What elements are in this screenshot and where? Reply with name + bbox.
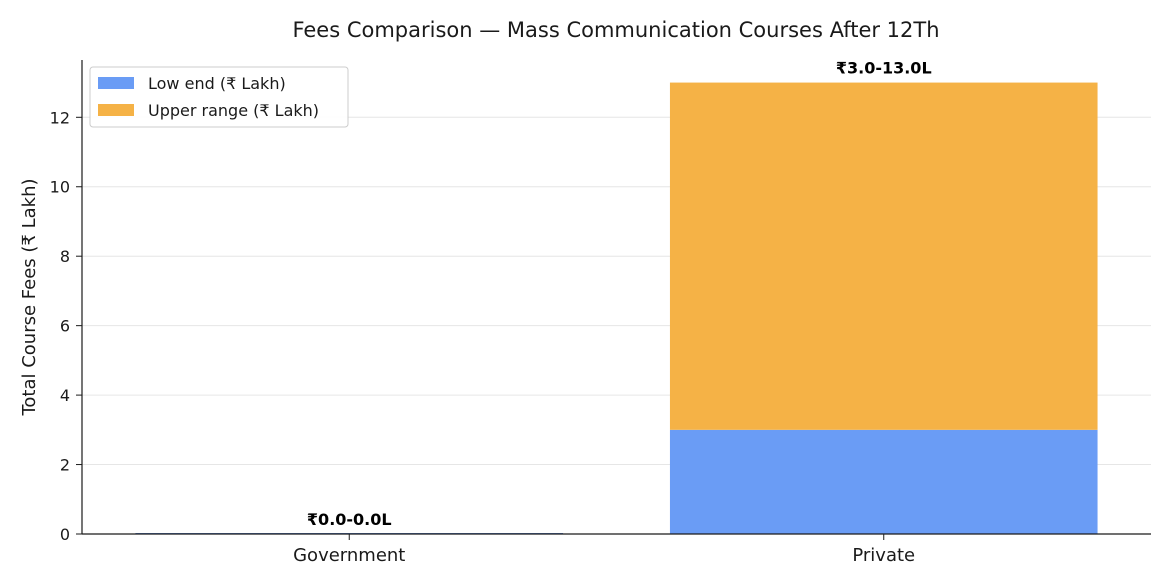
bar-private-series-1 [669,429,1098,534]
y-tick-label: 12 [50,108,70,127]
legend: Low end (₹ Lakh) Upper range (₹ Lakh) [89,66,349,128]
legend-swatch [98,77,134,89]
y-tick-label: 2 [60,456,70,475]
x-tick-label: Private [852,545,915,566]
chart-title: Fees Comparison — Mass Communication Cou… [292,18,939,42]
axes: 0 2 4 6 8 10 12 Government Private [50,60,1151,566]
y-tick-label: 10 [50,178,70,197]
legend-box [89,66,349,128]
y-tick-label: 8 [60,247,70,266]
legend-label: Low end (₹ Lakh) [148,74,286,93]
y-tick-label: 6 [60,317,70,336]
x-tick-label: Government [293,545,405,566]
data-label: ₹0.0-0.0L [307,510,392,529]
y-tick-label: 0 [60,525,70,544]
y-tick-label: 4 [60,386,70,405]
data-labels: ₹0.0-0.0L ₹3.0-13.0L [307,59,932,529]
legend-label: Upper range (₹ Lakh) [148,101,319,120]
data-label: ₹3.0-13.0L [836,59,932,78]
legend-swatch [98,104,134,116]
y-axis-label: Total Course Fees (₹ Lakh) [19,178,40,416]
bars [135,82,1098,534]
bar-private-series-2 [669,82,1098,430]
